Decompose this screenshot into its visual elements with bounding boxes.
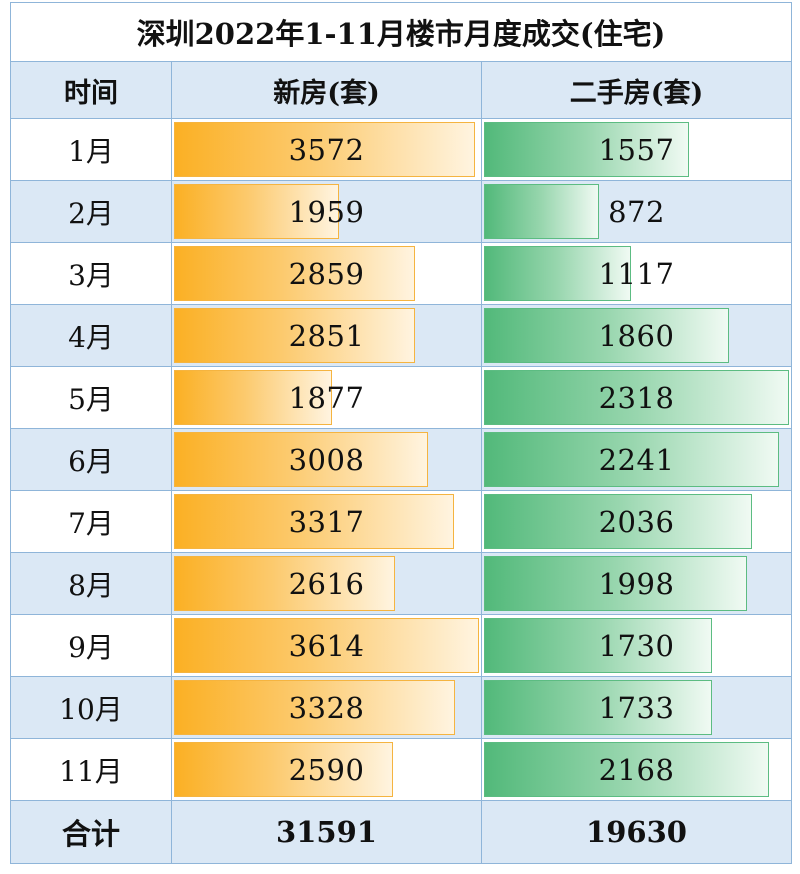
month-label: 8月 (10, 552, 172, 615)
table-row: 11月 2590 2168 (10, 738, 792, 801)
used-homes-value: 2318 (598, 380, 675, 415)
new-homes-bar (174, 494, 454, 549)
used-homes-cell: 1733 (481, 676, 792, 739)
new-homes-value: 2851 (288, 318, 365, 353)
new-homes-value: 3328 (288, 690, 365, 725)
table-row: 5月 1877 2318 (10, 366, 792, 429)
used-homes-bar (484, 680, 712, 735)
header-new-homes: 新房(套) (171, 61, 482, 119)
used-homes-cell: 872 (481, 180, 792, 243)
used-homes-bar (484, 122, 689, 177)
new-homes-bar (174, 618, 479, 673)
new-homes-bar (174, 556, 395, 611)
used-homes-value: 2241 (598, 442, 675, 477)
used-homes-value: 1730 (598, 628, 675, 663)
month-label: 6月 (10, 428, 172, 491)
used-homes-cell: 2318 (481, 366, 792, 429)
month-label: 9月 (10, 614, 172, 677)
used-homes-cell: 1730 (481, 614, 792, 677)
used-homes-value: 1557 (598, 132, 675, 167)
new-homes-value: 2616 (288, 566, 365, 601)
new-homes-cell: 1877 (171, 366, 482, 429)
new-homes-bar (174, 370, 332, 425)
month-label: 11月 (10, 738, 172, 801)
total-label: 合计 (10, 800, 172, 864)
new-homes-cell: 3317 (171, 490, 482, 553)
used-homes-cell: 2168 (481, 738, 792, 801)
table-row: 7月 3317 2036 (10, 490, 792, 553)
new-homes-bar (174, 742, 393, 797)
new-homes-cell: 2590 (171, 738, 482, 801)
new-homes-bar (174, 122, 475, 177)
used-homes-cell: 1117 (481, 242, 792, 305)
new-homes-bar (174, 308, 415, 363)
sales-table: 深圳2022年1-11月楼市月度成交(住宅) 时间 新房(套) 二手房(套) 1… (10, 2, 792, 864)
new-homes-value: 3614 (288, 628, 365, 663)
used-homes-cell: 2036 (481, 490, 792, 553)
month-label: 7月 (10, 490, 172, 553)
used-homes-cell: 1557 (481, 118, 792, 181)
month-label: 1月 (10, 118, 172, 181)
table-row: 2月 1959 872 (10, 180, 792, 243)
new-homes-value: 3317 (288, 504, 365, 539)
used-homes-bar (484, 494, 752, 549)
month-label: 4月 (10, 304, 172, 367)
used-homes-cell: 1998 (481, 552, 792, 615)
table-row: 6月 3008 2241 (10, 428, 792, 491)
new-homes-value: 2859 (288, 256, 365, 291)
new-homes-cell: 3614 (171, 614, 482, 677)
new-homes-cell: 3572 (171, 118, 482, 181)
used-homes-bar (484, 370, 789, 425)
new-homes-cell: 2851 (171, 304, 482, 367)
used-homes-value: 1733 (598, 690, 675, 725)
new-homes-value: 1877 (288, 380, 365, 415)
month-label: 10月 (10, 676, 172, 739)
used-homes-value: 2036 (598, 504, 675, 539)
used-homes-value: 1860 (598, 318, 675, 353)
table-row: 9月 3614 1730 (10, 614, 792, 677)
used-homes-cell: 1860 (481, 304, 792, 367)
used-homes-bar (484, 742, 769, 797)
new-homes-cell: 1959 (171, 180, 482, 243)
month-label: 2月 (10, 180, 172, 243)
used-homes-bar (484, 618, 712, 673)
month-label: 3月 (10, 242, 172, 305)
new-homes-value: 3008 (288, 442, 365, 477)
new-homes-cell: 3008 (171, 428, 482, 491)
used-homes-bar (484, 246, 631, 301)
table-row: 10月 3328 1733 (10, 676, 792, 739)
used-homes-bar (484, 184, 599, 239)
used-homes-bar (484, 308, 729, 363)
new-homes-cell: 2616 (171, 552, 482, 615)
new-homes-bar (174, 680, 455, 735)
table-row: 1月 3572 1557 (10, 118, 792, 181)
total-used-homes: 19630 (481, 800, 792, 864)
new-homes-cell: 2859 (171, 242, 482, 305)
month-label: 5月 (10, 366, 172, 429)
new-homes-bar (174, 246, 415, 301)
used-homes-value: 2168 (598, 752, 675, 787)
new-homes-bar (174, 184, 339, 239)
used-homes-value: 1117 (598, 256, 675, 291)
table-row: 4月 2851 1860 (10, 304, 792, 367)
new-homes-bar (174, 432, 428, 487)
new-homes-cell: 3328 (171, 676, 482, 739)
table-body: 1月 3572 1557 2月 1959 872 3月 2859 1117 4月 2851 1860 5… (10, 118, 792, 801)
total-new-homes: 31591 (171, 800, 482, 864)
new-homes-value: 2590 (288, 752, 365, 787)
used-homes-bar (484, 556, 747, 611)
used-homes-bar (484, 432, 779, 487)
new-homes-value: 1959 (288, 194, 365, 229)
table-row: 3月 2859 1117 (10, 242, 792, 305)
header-time: 时间 (10, 61, 172, 119)
used-homes-value: 872 (608, 194, 665, 229)
table-row: 8月 2616 1998 (10, 552, 792, 615)
used-homes-cell: 2241 (481, 428, 792, 491)
chart-title: 深圳2022年1-11月楼市月度成交(住宅) (10, 2, 792, 62)
used-homes-value: 1998 (598, 566, 675, 601)
new-homes-value: 3572 (288, 132, 365, 167)
header-used-homes: 二手房(套) (481, 61, 792, 119)
